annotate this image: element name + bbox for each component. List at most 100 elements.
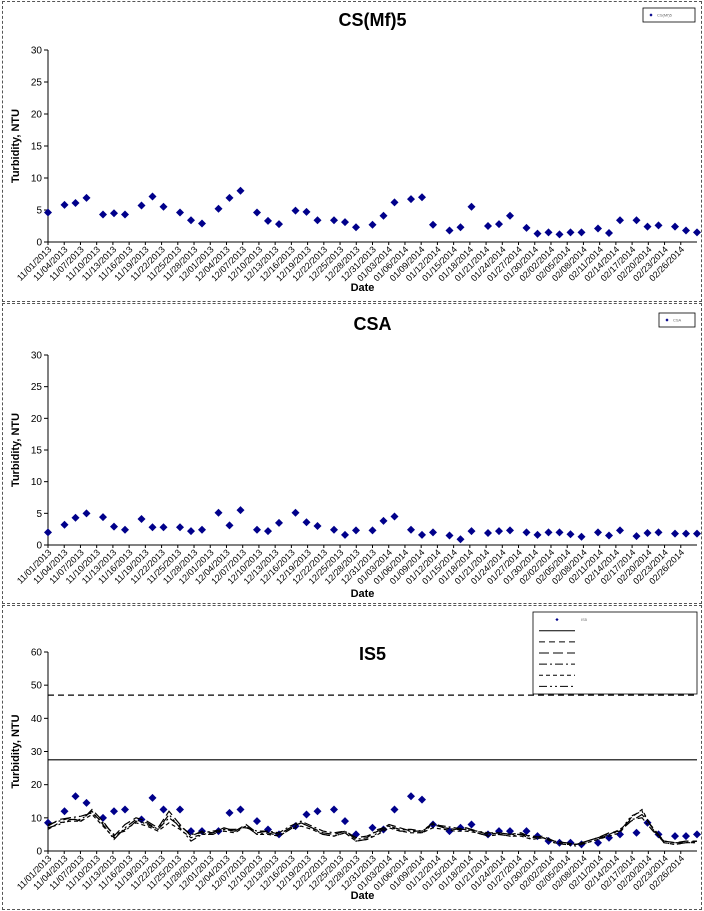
data-point bbox=[506, 526, 514, 535]
data-point bbox=[236, 506, 245, 515]
data-point bbox=[159, 805, 168, 814]
data-point bbox=[313, 807, 322, 816]
x-axis-title: Date bbox=[351, 890, 375, 902]
data-point bbox=[264, 527, 272, 536]
y-tick-label: 30 bbox=[31, 46, 43, 57]
x-axis-title: Date bbox=[351, 282, 375, 294]
data-point bbox=[594, 838, 602, 847]
data-point bbox=[682, 832, 690, 841]
data-point bbox=[671, 222, 679, 231]
y-tick-label: 10 bbox=[31, 813, 43, 824]
data-point bbox=[555, 838, 564, 847]
chart-title-is5: IS5 bbox=[359, 644, 386, 664]
legend-swatch-marker bbox=[649, 13, 653, 17]
data-point bbox=[654, 221, 663, 230]
data-point bbox=[44, 208, 52, 217]
data-point bbox=[407, 195, 415, 204]
data-point bbox=[418, 530, 426, 539]
data-point bbox=[302, 810, 311, 819]
data-point bbox=[302, 518, 311, 527]
data-point bbox=[71, 198, 80, 207]
data-point bbox=[654, 528, 663, 537]
data-point bbox=[407, 525, 415, 534]
data-point bbox=[44, 528, 52, 537]
data-point bbox=[313, 522, 322, 530]
data-point bbox=[522, 528, 531, 537]
data-point bbox=[671, 529, 679, 538]
y-tick-label: 20 bbox=[31, 110, 43, 121]
data-point bbox=[330, 525, 338, 534]
data-point bbox=[187, 216, 195, 225]
legend-label: IS5 bbox=[581, 617, 588, 622]
data-point bbox=[682, 226, 690, 235]
data-point bbox=[148, 192, 157, 201]
y-tick-label: 0 bbox=[36, 541, 42, 552]
data-point bbox=[341, 530, 349, 539]
y-tick-label: 20 bbox=[31, 780, 43, 791]
data-point bbox=[60, 807, 69, 816]
data-point bbox=[121, 805, 129, 814]
data-point bbox=[671, 832, 679, 841]
data-point bbox=[594, 224, 602, 233]
data-point bbox=[484, 830, 492, 839]
data-point bbox=[616, 216, 624, 225]
data-point bbox=[341, 218, 349, 227]
data-point bbox=[352, 830, 360, 839]
data-point bbox=[495, 220, 503, 229]
data-point bbox=[390, 805, 399, 814]
data-point bbox=[693, 529, 701, 538]
data-point bbox=[605, 229, 613, 238]
y-tick-label: 20 bbox=[31, 414, 43, 425]
data-point bbox=[577, 532, 586, 541]
data-point bbox=[566, 530, 575, 539]
data-point bbox=[456, 223, 465, 232]
y-tick-label: 15 bbox=[31, 142, 43, 153]
data-point bbox=[176, 805, 184, 814]
data-point bbox=[148, 523, 157, 532]
data-point bbox=[159, 523, 168, 532]
data-point bbox=[330, 216, 338, 225]
data-point bbox=[137, 201, 146, 210]
y-tick-label: 10 bbox=[31, 477, 43, 488]
y-tick-label: 60 bbox=[31, 648, 43, 659]
chart-panel-csa: CSA Turbidity, NTU Date 0 5 10 15 20 25 30 11/01/2… bbox=[2, 303, 702, 604]
data-point bbox=[198, 525, 206, 534]
data-point bbox=[82, 509, 91, 518]
data-point bbox=[616, 526, 624, 535]
y-tick-label: 5 bbox=[36, 509, 42, 520]
series-line-3 bbox=[47, 808, 697, 846]
data-point bbox=[110, 807, 118, 816]
y-tick-label: 5 bbox=[36, 206, 42, 217]
data-point bbox=[330, 805, 338, 814]
data-point bbox=[214, 827, 223, 836]
data-point bbox=[121, 210, 129, 219]
series-line-5 bbox=[47, 808, 697, 846]
data-point bbox=[82, 193, 91, 202]
data-point bbox=[225, 521, 234, 530]
legend-label: CS(Mf)5 bbox=[657, 13, 673, 18]
data-point bbox=[352, 223, 360, 232]
data-point bbox=[643, 818, 652, 827]
data-point bbox=[275, 220, 283, 229]
chart-panel-is5: IS5 Turbidity, NTU Date 0 10 20 30 40 50 60 11/01/… bbox=[2, 605, 702, 910]
data-point bbox=[225, 193, 234, 202]
data-point bbox=[682, 529, 690, 538]
data-point bbox=[214, 204, 223, 213]
data-point bbox=[522, 223, 531, 232]
data-point bbox=[313, 216, 322, 225]
data-point bbox=[71, 513, 80, 522]
data-point bbox=[445, 226, 454, 235]
data-point bbox=[506, 827, 514, 836]
y-tick-label: 25 bbox=[31, 382, 43, 393]
data-point bbox=[445, 531, 454, 540]
data-point bbox=[632, 216, 641, 225]
data-point bbox=[429, 220, 437, 229]
data-point bbox=[253, 525, 261, 534]
series-line-4 bbox=[47, 812, 698, 846]
data-point bbox=[555, 528, 564, 537]
data-point bbox=[368, 526, 377, 535]
data-point bbox=[368, 823, 377, 832]
data-point bbox=[341, 817, 349, 826]
